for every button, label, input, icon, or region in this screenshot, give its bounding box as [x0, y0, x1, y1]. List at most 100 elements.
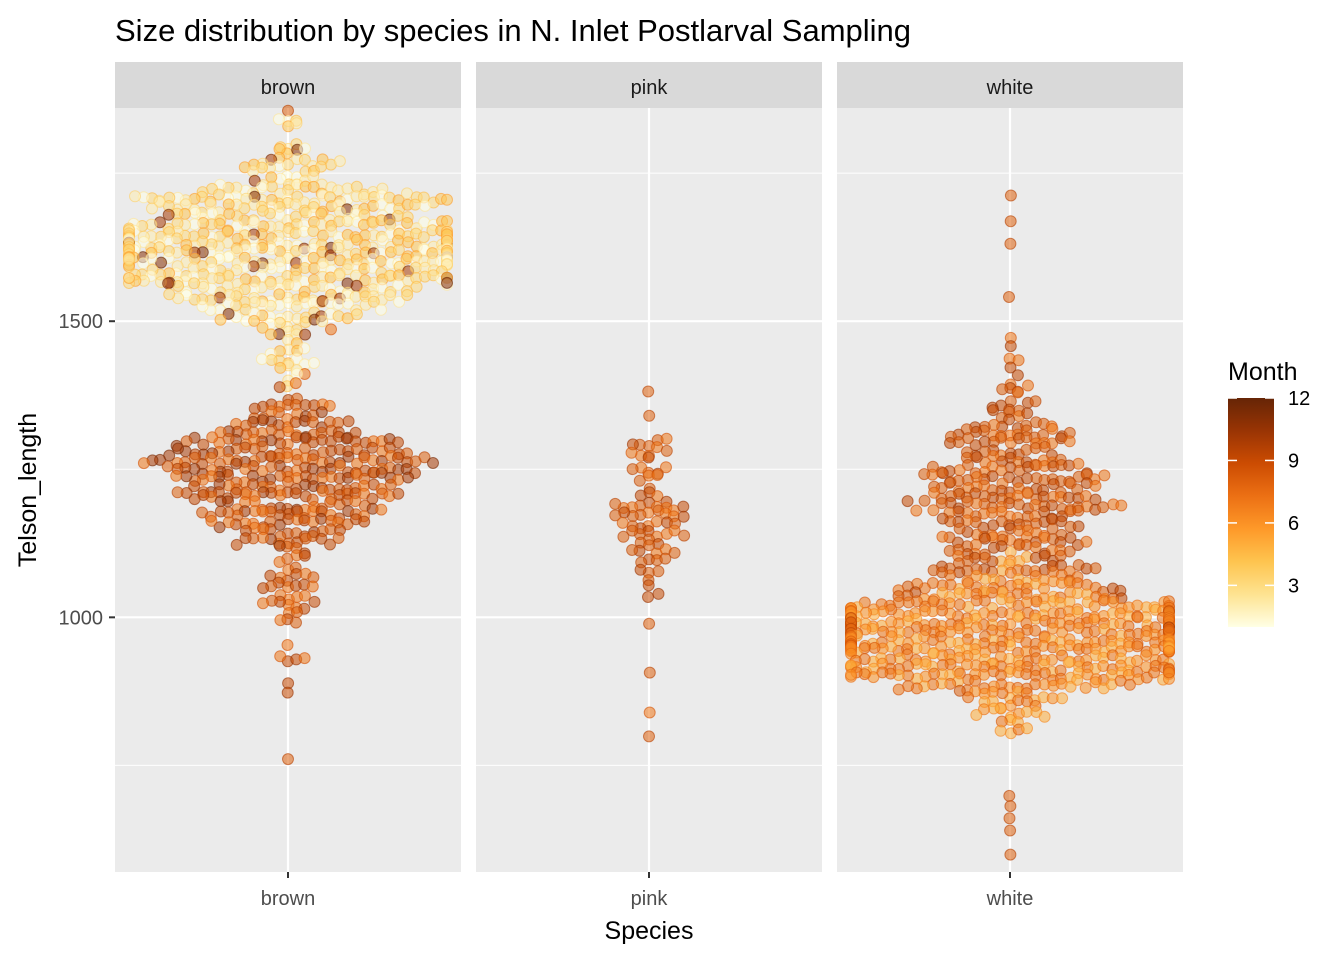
- data-point: [342, 297, 354, 310]
- data-point: [1004, 566, 1017, 579]
- data-point: [1003, 789, 1016, 802]
- data-point: [953, 522, 966, 535]
- data-point: [609, 509, 622, 522]
- data-point: [248, 296, 261, 309]
- data-point: [315, 160, 328, 173]
- data-point: [1056, 692, 1069, 705]
- data-point: [643, 539, 656, 552]
- data-point: [213, 521, 226, 534]
- data-point: [1012, 610, 1024, 623]
- data-point: [196, 300, 209, 313]
- data-point: [650, 515, 663, 528]
- data-point: [289, 198, 302, 211]
- data-point: [928, 486, 941, 499]
- data-point: [1097, 501, 1110, 514]
- x-tick-label: white: [986, 888, 1034, 910]
- data-point: [678, 529, 691, 542]
- facet-white: white white: [837, 62, 1183, 910]
- data-point: [384, 289, 396, 302]
- data-point: [961, 495, 974, 508]
- data-point: [358, 190, 370, 203]
- data-point: [298, 153, 311, 166]
- data-point: [393, 295, 406, 308]
- data-point: [290, 117, 303, 130]
- data-point: [231, 219, 244, 232]
- data-point: [196, 506, 209, 519]
- data-point: [1004, 340, 1017, 353]
- data-point: [944, 437, 956, 449]
- data-point: [441, 276, 453, 289]
- data-point: [323, 399, 336, 412]
- facet-strip: [837, 62, 1183, 108]
- data-point: [1055, 515, 1068, 528]
- data-point: [384, 478, 397, 491]
- data-point: [634, 563, 647, 576]
- data-point: [282, 104, 294, 117]
- data-point: [307, 225, 320, 238]
- data-point: [256, 204, 269, 217]
- x-tick-label: pink: [631, 888, 669, 910]
- data-point: [1131, 640, 1144, 653]
- data-point: [1029, 395, 1042, 408]
- data-point: [332, 241, 345, 254]
- data-point: [189, 206, 201, 219]
- data-point: [129, 190, 141, 203]
- data-point: [427, 457, 439, 469]
- data-point: [282, 753, 294, 766]
- data-point: [1140, 649, 1153, 662]
- data-point: [316, 484, 329, 497]
- data-point: [315, 512, 328, 525]
- data-point: [274, 614, 287, 627]
- data-point: [222, 516, 235, 529]
- data-point: [1071, 606, 1084, 618]
- data-point: [256, 321, 269, 334]
- y-axis-title: Telson_length: [14, 413, 42, 567]
- data-point: [342, 415, 355, 428]
- facet-brown: brown brown: [115, 62, 461, 910]
- chart-title: Size distribution by species in N. Inlet…: [115, 13, 911, 48]
- data-point: [273, 539, 286, 552]
- data-point: [970, 451, 983, 464]
- data-point: [358, 515, 371, 528]
- data-point: [230, 538, 243, 551]
- data-point: [1038, 710, 1051, 723]
- data-point: [643, 617, 656, 630]
- data-point: [1021, 407, 1034, 420]
- data-point: [987, 404, 1000, 417]
- data-point: [264, 328, 277, 341]
- data-point: [307, 170, 320, 183]
- data-point: [315, 406, 328, 419]
- data-point: [298, 589, 311, 602]
- data-point: [1089, 562, 1102, 575]
- data-point: [1163, 644, 1175, 657]
- data-point: [918, 468, 931, 481]
- data-point: [1004, 824, 1017, 837]
- legend-tick-label: 9: [1288, 450, 1299, 472]
- data-point: [1148, 666, 1161, 679]
- data-point: [214, 313, 227, 326]
- data-point: [123, 252, 135, 265]
- data-point: [188, 277, 201, 290]
- data-point: [298, 342, 311, 355]
- data-point: [994, 724, 1007, 737]
- data-point: [274, 361, 287, 374]
- data-point: [409, 198, 422, 211]
- data-point: [978, 551, 991, 564]
- legend-tick-label: 6: [1288, 513, 1299, 535]
- data-point: [643, 409, 656, 422]
- data-point: [1004, 189, 1017, 202]
- data-point: [927, 504, 940, 517]
- data-point: [367, 295, 380, 308]
- legend-tick-label: 3: [1288, 575, 1299, 597]
- data-point: [401, 289, 414, 301]
- data-point: [205, 514, 218, 527]
- data-point: [677, 510, 690, 523]
- data-point: [206, 431, 219, 444]
- data-point: [204, 451, 217, 464]
- data-point: [660, 461, 672, 474]
- facet-pink: pink pink: [476, 62, 822, 910]
- data-point: [257, 582, 270, 595]
- data-point: [660, 444, 673, 457]
- data-point: [419, 199, 431, 212]
- data-points: [609, 385, 691, 743]
